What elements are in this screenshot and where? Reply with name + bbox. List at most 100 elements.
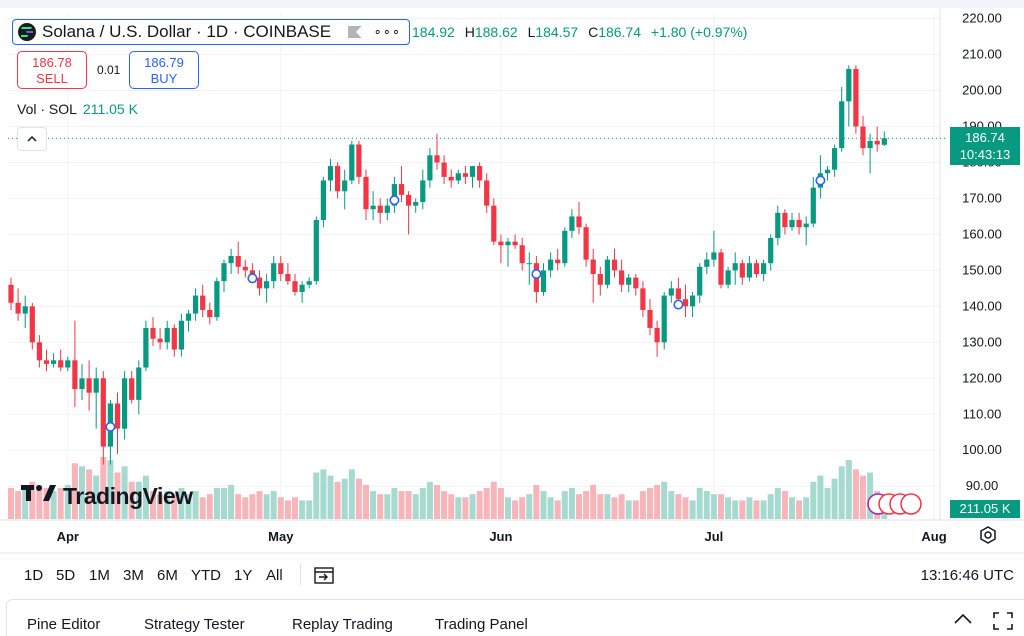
volume-bar [284, 500, 291, 519]
volume-bar [64, 484, 71, 519]
volume-bar [675, 494, 682, 519]
symbol-title: Solana / U.S. Dollar · 1D · COINBASE [42, 22, 332, 41]
candle-body [306, 281, 312, 285]
volume-bar [561, 491, 568, 519]
volume-bar [341, 478, 348, 519]
candle-body [462, 173, 468, 177]
change-value: +1.80 (+0.97%) [650, 24, 748, 40]
volume-bar [86, 469, 93, 519]
volume-bar [391, 488, 398, 519]
range-1y[interactable]: 1Y [234, 567, 253, 584]
candle-body [235, 256, 241, 267]
tab-strategy-tester[interactable]: Strategy Tester [144, 616, 245, 633]
candle-body [526, 263, 532, 265]
candle-body [647, 309, 653, 328]
candle-body [562, 230, 568, 264]
candle-body [36, 342, 42, 361]
range-1d[interactable]: 1D [24, 567, 44, 584]
price-tick-label: 160.00 [962, 226, 1002, 241]
event-markers [105, 175, 922, 515]
candle-body [505, 241, 511, 246]
volume-bar [114, 472, 121, 519]
chevron-up-icon[interactable] [953, 612, 973, 630]
range-toolbar: 1D 5D 1M 3M 6M YTD 1Y All [0, 560, 1024, 592]
utc-clock[interactable]: 13:16:46 UTC [920, 567, 1014, 584]
volume-bar [576, 494, 582, 519]
candle-body [406, 194, 412, 206]
candle-body [51, 360, 57, 364]
candle-body [427, 155, 433, 181]
candle-body [164, 327, 170, 343]
candle-body [576, 216, 582, 228]
candle-body [491, 205, 497, 242]
volume-bar [213, 488, 220, 519]
candle-body [768, 238, 774, 264]
volume-bar [767, 494, 774, 519]
volume-bar [838, 466, 845, 519]
tab-replay-trading[interactable]: Replay Trading [292, 616, 393, 633]
range-ytd[interactable]: YTD [191, 567, 221, 584]
price-tick-label: 210.00 [962, 47, 1002, 62]
maximize-panel-icon[interactable] [993, 612, 1013, 635]
candle-body [299, 284, 305, 292]
candle-body [548, 259, 554, 271]
volume-bar [831, 478, 838, 519]
candle-body [697, 266, 703, 296]
candle-body [264, 281, 270, 289]
candle-body [761, 263, 767, 274]
chart-settings-icon[interactable] [978, 526, 998, 546]
open-value: 184.92 [412, 24, 455, 40]
candle-body [65, 360, 71, 368]
volume-bar [661, 481, 668, 519]
buy-label: BUY [150, 71, 178, 86]
time-axis: Apr May Jun Jul Aug [57, 529, 947, 544]
collapse-legend-button[interactable] [17, 127, 47, 151]
candle-body [221, 263, 227, 282]
volume-bar [647, 488, 653, 519]
candle-body [391, 184, 397, 206]
volume-bar [221, 488, 227, 519]
candle-body [193, 295, 199, 314]
volume-bars [8, 457, 888, 519]
tab-trading-panel[interactable]: Trading Panel [435, 616, 528, 633]
time-tick-label: Aug [921, 529, 946, 544]
close-label: C [588, 24, 599, 40]
volume-bar [568, 488, 575, 519]
volume-bar [639, 491, 646, 519]
candle-body [626, 277, 632, 285]
last-price-tag: 186.74 10:43:13 [950, 127, 1020, 165]
volume-bar [753, 500, 760, 519]
volume-bar [867, 472, 874, 519]
range-5d[interactable]: 5D [56, 567, 76, 584]
candle-body [320, 180, 326, 221]
volume-bar [426, 481, 433, 519]
volume-bar [817, 475, 824, 519]
price-tick-label: 150.00 [962, 262, 1002, 277]
candle-body [413, 202, 419, 206]
range-6m[interactable]: 6M [157, 567, 178, 584]
symbol-search-box[interactable]: Solana / U.S. Dollar · 1D · COINBASE ∘∘∘ [12, 19, 410, 45]
candle-body [846, 68, 852, 102]
range-1m[interactable]: 1M [89, 567, 110, 584]
volume-bar [441, 491, 448, 519]
volume-bar [228, 484, 235, 519]
candle-body [569, 216, 575, 231]
flag-icon[interactable] [347, 26, 362, 38]
candle-body [136, 367, 142, 400]
sell-button[interactable]: 186.78 SELL [17, 51, 87, 89]
tab-pine-editor[interactable]: Pine Editor [27, 616, 101, 633]
volume-bar [533, 484, 540, 519]
range-all[interactable]: All [266, 567, 283, 584]
candle-body [718, 252, 724, 285]
range-3m[interactable]: 3M [123, 567, 144, 584]
more-options-icon[interactable]: ∘∘∘ [373, 24, 401, 39]
volume-bar [164, 491, 171, 519]
volume-tag: 211.05 K [950, 500, 1020, 518]
buy-button[interactable]: 186.79 BUY [129, 51, 199, 89]
candle-body [810, 187, 816, 224]
date-range-icon[interactable] [312, 563, 336, 587]
candle-body [682, 299, 689, 307]
candle-body [441, 162, 447, 177]
tradingview-logo[interactable]: TradingView [21, 482, 193, 510]
volume-bar [710, 494, 717, 519]
